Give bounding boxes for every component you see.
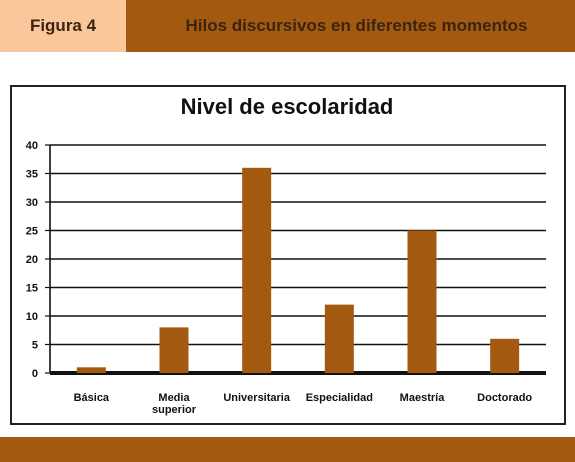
bar-5 — [490, 338, 520, 373]
bar-4 — [407, 230, 437, 373]
chart-title: Nivel de escolaridad — [181, 94, 394, 119]
x-axis-labels: Básica Media superior Universitaria Especial… — [74, 392, 533, 416]
y-tick-label: 20 — [26, 254, 38, 266]
bar-2 — [242, 167, 272, 373]
x-category-label-line: Básica — [74, 392, 110, 404]
footer-bar — [0, 437, 575, 462]
y-tick-label: 10 — [26, 311, 38, 323]
gridlines — [45, 144, 546, 375]
x-category-label-line: Maestría — [400, 392, 446, 404]
y-tick-label: 15 — [26, 283, 38, 295]
x-category-label: Media superior — [152, 392, 197, 416]
x-category-label-line: Doctorado — [477, 392, 532, 404]
y-tick-label: 30 — [26, 197, 38, 209]
bars — [76, 167, 520, 373]
x-category-label-line: Especialidad — [306, 392, 373, 404]
y-tick-label: 25 — [26, 226, 38, 238]
bar-0 — [76, 367, 106, 373]
x-category-label: Doctorado — [477, 392, 532, 404]
header-title: Hilos discursivos en diferentes momentos — [185, 16, 528, 35]
x-category-label-line: superior — [152, 404, 197, 416]
bar-1 — [159, 327, 189, 373]
y-tick-label: 35 — [26, 169, 38, 181]
bar-3 — [324, 304, 354, 373]
x-category-label: Universitaria — [223, 392, 291, 404]
y-axis-ticks: 0 5 10 15 20 25 30 35 40 — [26, 140, 38, 380]
y-tick-label: 0 — [32, 368, 38, 380]
x-category-label-line: Universitaria — [223, 392, 291, 404]
x-category-label: Básica — [74, 392, 110, 404]
y-tick-label: 40 — [26, 140, 38, 152]
x-category-label-line: Media — [158, 392, 190, 404]
x-category-label: Maestría — [400, 392, 446, 404]
y-tick-label: 5 — [32, 340, 38, 352]
figure-label: Figura 4 — [0, 0, 126, 52]
x-category-label: Especialidad — [306, 392, 373, 404]
